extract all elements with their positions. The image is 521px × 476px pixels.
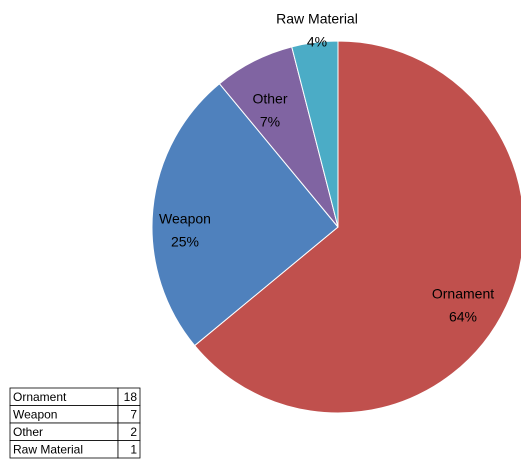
slice-label: Raw Material [276,11,358,27]
slice-label: Other [252,91,287,107]
table-label: Other [13,425,43,439]
slice-value-label: 7% [260,114,280,130]
pie-slice [151,82,339,347]
slice-value-label: 4% [307,34,327,50]
pie-slice [291,40,339,228]
slice-label: Ornament [432,286,494,302]
slice-value-label: 64% [449,309,477,325]
table-value: 18 [124,390,138,404]
table-label: Raw Material [13,442,83,456]
table-value: 7 [130,407,137,421]
slice-value-label: 25% [171,234,199,250]
pie-slice [193,40,521,414]
table-cell [117,440,141,459]
data-table: Ornament 18 Weapon 7 Other 2 Raw Material 1 [9,387,141,459]
table-label: Weapon [13,407,57,421]
table-label: Ornament [13,390,67,404]
table-value: 2 [130,425,137,439]
table-value: 1 [130,442,137,456]
slice-label: Weapon [159,211,211,227]
